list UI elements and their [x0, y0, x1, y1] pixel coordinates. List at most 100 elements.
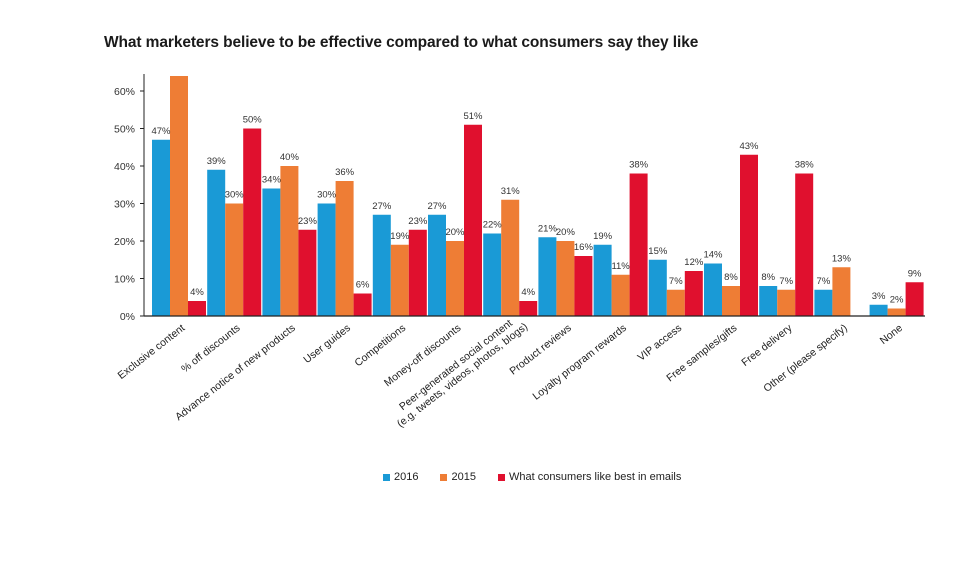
data-label: 30% — [317, 190, 337, 201]
bar-2015 — [777, 289, 796, 316]
y-tick-label: 0% — [120, 311, 135, 323]
legend: 2016 2015 What consumers like best in em… — [383, 471, 681, 483]
y-tick-label: 40% — [114, 161, 135, 173]
data-label: 38% — [629, 160, 649, 171]
bar-consumers — [905, 282, 924, 316]
data-label: 4% — [190, 287, 204, 298]
bar-2015 — [446, 241, 464, 316]
bars-layer — [152, 76, 924, 316]
category-label-line: Exclusive content — [116, 322, 188, 382]
bar-2016 — [262, 188, 281, 316]
y-tick-label: 10% — [114, 274, 135, 286]
category-label: Advance notice of new products — [173, 322, 298, 423]
bar-2016 — [538, 237, 557, 316]
category-label: Competitions — [352, 322, 408, 369]
data-label: 4% — [521, 287, 535, 298]
legend-label-2015: 2015 — [451, 471, 476, 483]
category-label-line: VIP access — [635, 322, 684, 364]
data-label: 43% — [739, 141, 759, 152]
data-label: 21% — [538, 223, 558, 234]
bar-2015 — [225, 203, 244, 316]
data-label: 39% — [207, 156, 227, 167]
bar-consumers — [795, 173, 814, 316]
bar-2015 — [390, 244, 409, 316]
data-label: 3% — [872, 291, 886, 302]
y-tick-label: 60% — [114, 86, 135, 98]
category-label: VIP access — [635, 322, 684, 364]
data-label: 11% — [611, 261, 630, 272]
bar-consumers — [464, 124, 482, 316]
data-label: 51% — [463, 111, 483, 122]
legend-item-2015: 2015 — [440, 471, 476, 483]
category-label: None — [878, 322, 905, 347]
data-label: 47% — [151, 126, 171, 137]
category-label-line: None — [878, 322, 905, 347]
bar-consumers — [188, 301, 206, 316]
bar-2016 — [869, 304, 888, 316]
category-label: Exclusive content — [116, 322, 188, 382]
bar-2015 — [887, 308, 906, 316]
data-label: 34% — [262, 175, 282, 186]
category-label-line: Free delivery — [739, 322, 795, 369]
category-label-line: Advance notice of new products — [173, 322, 298, 423]
data-label: 6% — [356, 280, 370, 291]
data-label: 7% — [779, 276, 793, 287]
legend-item-2016: 2016 — [383, 471, 418, 483]
bar-2015 — [280, 166, 299, 316]
bar-2016 — [759, 286, 778, 316]
category-label: Free delivery — [739, 322, 795, 369]
category-label-line: User guides — [301, 322, 353, 366]
bar-consumers — [574, 256, 593, 316]
data-label: 9% — [908, 268, 922, 279]
bar-2015 — [666, 289, 685, 316]
data-label: 23% — [298, 216, 318, 227]
data-label: 27% — [427, 201, 447, 212]
data-label: 14% — [703, 250, 723, 261]
bar-2016 — [372, 214, 391, 316]
bar-2015 — [501, 199, 520, 316]
bar-2015 — [832, 267, 851, 316]
legend-swatch-2016 — [383, 473, 390, 481]
category-label: User guides — [301, 322, 353, 366]
data-label: 19% — [390, 231, 410, 242]
bar-2016 — [648, 259, 667, 316]
data-label: 50% — [243, 115, 263, 126]
data-label: 7% — [817, 276, 831, 287]
data-label: 16% — [574, 242, 594, 253]
bar-consumers — [740, 154, 758, 316]
data-label: 12% — [684, 257, 704, 268]
data-label: 8% — [761, 272, 775, 283]
x-axis-category-labels: Exclusive content% off discountsAdvance … — [116, 317, 906, 430]
legend-label-consumers: What consumers like best in emails — [508, 471, 682, 483]
data-label: 38% — [795, 160, 815, 171]
bar-2015 — [611, 274, 630, 316]
bar-2016 — [317, 203, 336, 316]
bar-2015 — [170, 76, 188, 316]
category-label-line: Loyalty program rewards — [530, 322, 628, 403]
legend-swatch-consumers — [497, 473, 505, 481]
bar-consumers — [353, 293, 372, 316]
bar-2016 — [593, 244, 612, 316]
y-tick-label: 20% — [114, 236, 135, 248]
bar-2016 — [207, 169, 226, 316]
bar-2016 — [428, 214, 446, 316]
bar-consumers — [298, 229, 317, 316]
bar-2015 — [556, 241, 575, 316]
data-label: 8% — [724, 272, 738, 283]
y-axis-ticks: 0% 10% 20% 30% 40% 50% 60% — [114, 86, 144, 323]
bar-2016 — [704, 263, 722, 316]
y-tick-label: 30% — [114, 199, 135, 211]
data-label: 20% — [556, 227, 576, 238]
data-label: 23% — [408, 216, 428, 227]
bar-2015 — [722, 286, 740, 316]
bar-2016 — [483, 233, 502, 316]
legend-label-2016: 2016 — [394, 471, 419, 483]
bar-2015 — [335, 181, 354, 316]
data-label: 30% — [225, 190, 245, 201]
chart-title: What marketers believe to be effective c… — [104, 34, 699, 51]
data-label: 7% — [669, 276, 683, 287]
data-label: 27% — [372, 201, 392, 212]
category-label-line: Competitions — [352, 322, 408, 369]
data-label: 40% — [280, 152, 300, 163]
data-label: 15% — [648, 246, 668, 257]
